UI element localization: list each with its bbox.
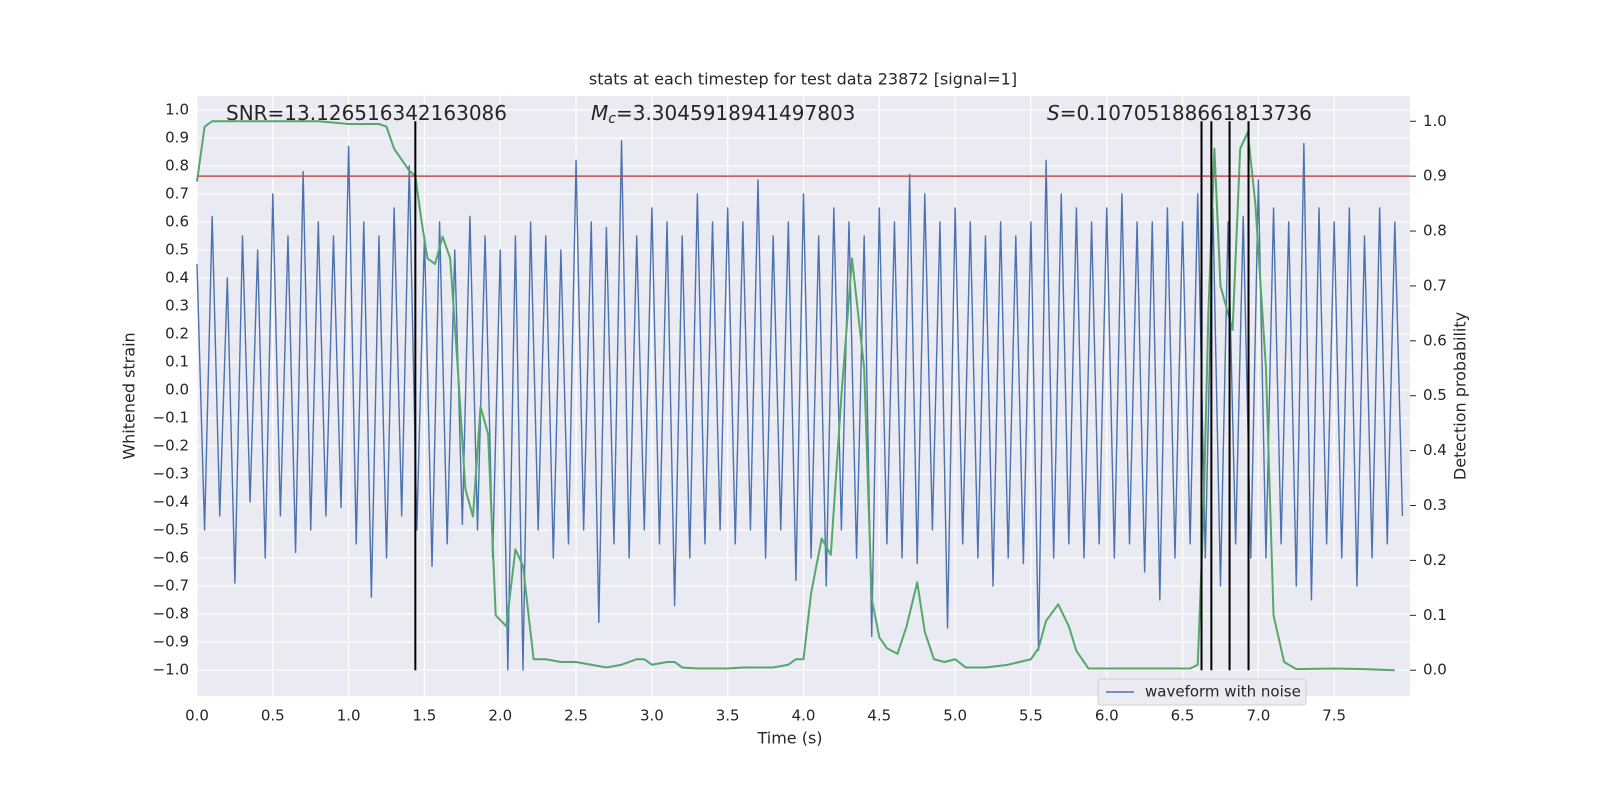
x-tick-label: 6.5 <box>1171 707 1195 725</box>
x-tick-label: 4.5 <box>867 707 891 725</box>
y-tick-label: −0.7 <box>153 576 189 594</box>
x-tick-label: 5.5 <box>1019 707 1043 725</box>
x-tick-label: 7.0 <box>1246 707 1270 725</box>
y2-tick-label: 0.6 <box>1423 331 1447 349</box>
y-tick-label: 0.6 <box>165 212 189 230</box>
y-tick-label: −0.5 <box>153 520 189 538</box>
y-tick-label: −1.0 <box>153 660 189 678</box>
legend-label: waveform with noise <box>1145 683 1301 701</box>
x-tick-label: 2.0 <box>488 707 512 725</box>
y-tick-label: 0.5 <box>165 240 189 258</box>
x-tick-label: 7.5 <box>1322 707 1346 725</box>
y-tick-label: −0.4 <box>153 492 189 510</box>
annotation-subscript: c <box>608 111 616 127</box>
y2-tick-label: 1.0 <box>1423 112 1447 130</box>
legend-box <box>1097 678 1307 706</box>
x-tick-label: 2.5 <box>564 707 588 725</box>
y2-tick-label: 0.4 <box>1423 441 1447 459</box>
y2-tick-label: 0.0 <box>1423 661 1447 679</box>
y-tick-label: 0.1 <box>165 352 189 370</box>
annotation: S=0.10705188661813736 <box>1047 101 1312 125</box>
y-tick-label: 0.9 <box>165 128 189 146</box>
annotation-text: =3.3045918941497803 <box>616 101 855 125</box>
annotation: SNR=13.126516342163086 <box>226 101 507 125</box>
y2-tick-label: 0.9 <box>1423 167 1447 185</box>
y-tick-label: 0.7 <box>165 184 189 202</box>
x-tick-label: 3.5 <box>716 707 740 725</box>
y-tick-label: 0.2 <box>165 324 189 342</box>
x-tick-label: 1.5 <box>413 707 437 725</box>
y2-tick-label: 0.3 <box>1423 496 1447 514</box>
annotation-text: =0.10705188661813736 <box>1060 101 1312 125</box>
y-tick-label: 0.3 <box>165 296 189 314</box>
y-tick-label: 1.0 <box>165 100 189 118</box>
y2-axis-label: Detection probability <box>1451 312 1470 480</box>
y-axis-label: Whitened strain <box>120 332 139 459</box>
x-tick-label: 1.0 <box>337 707 361 725</box>
chart-title: stats at each timestep for test data 238… <box>589 70 1017 89</box>
x-tick-label: 3.0 <box>640 707 664 725</box>
x-axis-label: Time (s) <box>756 729 822 748</box>
annotation-symbol: M <box>591 101 608 125</box>
y-tick-label: −0.2 <box>153 436 189 454</box>
x-tick-label: 6.0 <box>1095 707 1119 725</box>
y-tick-label: 0.8 <box>165 156 189 174</box>
x-tick-label: 0.5 <box>261 707 285 725</box>
y-tick-label: −0.3 <box>153 464 189 482</box>
x-tick-label: 4.0 <box>792 707 816 725</box>
x-tick-label: 0.0 <box>185 707 209 725</box>
y-tick-label: −0.9 <box>153 632 189 650</box>
y-tick-label: 0.4 <box>165 268 189 286</box>
annotation: Mc=3.3045918941497803 <box>591 101 855 128</box>
y-tick-label: −0.8 <box>153 604 189 622</box>
y2-tick-label: 0.5 <box>1423 386 1447 404</box>
annotation-text: SNR=13.126516342163086 <box>226 101 507 125</box>
series-line <box>196 120 1395 672</box>
y-tick-label: −0.1 <box>153 408 189 426</box>
x-tick-label: 5.0 <box>943 707 967 725</box>
y2-tick-label: 0.8 <box>1423 222 1447 240</box>
y2-tick-label: 0.1 <box>1423 606 1447 624</box>
annotation-symbol: S <box>1047 101 1060 125</box>
y2-tick-label: 0.2 <box>1423 551 1447 569</box>
y-tick-label: 0.0 <box>165 380 189 398</box>
y-tick-label: −0.6 <box>153 548 189 566</box>
y2-tick-label: 0.7 <box>1423 276 1447 294</box>
